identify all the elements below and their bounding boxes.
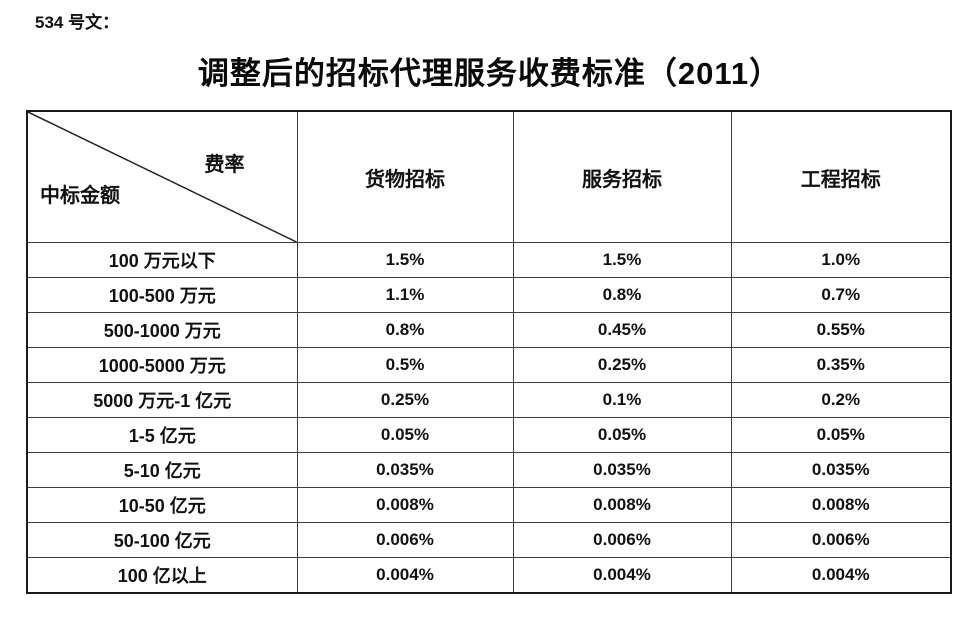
fee-value: 1.5%: [512, 242, 732, 278]
fee-value: 0.05%: [730, 417, 952, 453]
corner-label-amount: 中标金额: [40, 185, 120, 207]
row-label: 1-5 亿元: [26, 417, 298, 453]
page-title: 调整后的招标代理服务收费标准（2011）: [197, 56, 782, 91]
table-row: 100 万元以下 1.5% 1.5% 1.0%: [26, 242, 952, 278]
corner-cell: 费率 中标金额: [26, 110, 298, 243]
table-row: 100 亿以上 0.004% 0.004% 0.004%: [26, 557, 952, 594]
fee-value: 0.004%: [730, 557, 952, 594]
row-label: 100 万元以下: [26, 242, 298, 278]
fee-value: 1.1%: [296, 277, 514, 313]
fee-value: 0.05%: [296, 417, 514, 453]
row-label: 1000-5000 万元: [26, 347, 298, 383]
fee-value: 0.25%: [512, 347, 732, 383]
column-header-goods: 货物招标: [296, 110, 514, 243]
corner-label-rate: 费率: [204, 154, 245, 176]
fee-value: 0.006%: [512, 522, 732, 558]
fee-value: 0.006%: [730, 522, 952, 558]
fee-value: 0.05%: [512, 417, 732, 453]
fee-value: 0.8%: [296, 312, 514, 348]
fee-value: 0.5%: [296, 347, 514, 383]
fee-value: 0.004%: [296, 557, 514, 594]
table-row: 10-50 亿元 0.008% 0.008% 0.008%: [26, 487, 952, 523]
fee-value: 0.006%: [296, 522, 514, 558]
column-header-engineering: 工程招标: [730, 110, 952, 243]
fee-value: 0.035%: [512, 452, 732, 488]
table-row: 50-100 亿元 0.006% 0.006% 0.006%: [26, 522, 952, 558]
table-row: 5-10 亿元 0.035% 0.035% 0.035%: [26, 452, 952, 488]
row-label: 5-10 亿元: [26, 452, 298, 488]
fee-value: 0.008%: [296, 487, 514, 523]
fee-value: 0.7%: [730, 277, 952, 313]
column-header-services: 服务招标: [512, 110, 732, 243]
fee-value: 0.008%: [512, 487, 732, 523]
table-row: 500-1000 万元 0.8% 0.45% 0.55%: [26, 312, 952, 348]
row-label: 100 亿以上: [26, 557, 298, 594]
fee-value: 0.008%: [730, 487, 952, 523]
fee-value: 1.5%: [296, 242, 514, 278]
fee-value: 0.035%: [296, 452, 514, 488]
diagonal-divider-line: [28, 112, 297, 242]
row-label: 50-100 亿元: [26, 522, 298, 558]
fee-value: 0.004%: [512, 557, 732, 594]
fee-rate-table: 费率 中标金额 货物招标 服务招标 工程招标 100 万元以下 1.5% 1.5…: [26, 110, 952, 594]
table-row: 1-5 亿元 0.05% 0.05% 0.05%: [26, 417, 952, 453]
fee-value: 0.8%: [512, 277, 732, 313]
doc-number-label: 534 号文：: [35, 13, 120, 32]
row-label: 500-1000 万元: [26, 312, 298, 348]
fee-value: 0.035%: [730, 452, 952, 488]
table-row: 100-500 万元 1.1% 0.8% 0.7%: [26, 277, 952, 313]
fee-value: 1.0%: [730, 242, 952, 278]
row-label: 5000 万元-1 亿元: [26, 382, 298, 418]
fee-value: 0.55%: [730, 312, 952, 348]
fee-value: 0.35%: [730, 347, 952, 383]
fee-value: 0.25%: [296, 382, 514, 418]
row-label: 100-500 万元: [26, 277, 298, 313]
table-row: 5000 万元-1 亿元 0.25% 0.1% 0.2%: [26, 382, 952, 418]
table-row: 1000-5000 万元 0.5% 0.25% 0.35%: [26, 347, 952, 383]
fee-value: 0.1%: [512, 382, 732, 418]
table-header-row: 费率 中标金额 货物招标 服务招标 工程招标: [26, 110, 952, 243]
fee-value: 0.45%: [512, 312, 732, 348]
fee-value: 0.2%: [730, 382, 952, 418]
row-label: 10-50 亿元: [26, 487, 298, 523]
